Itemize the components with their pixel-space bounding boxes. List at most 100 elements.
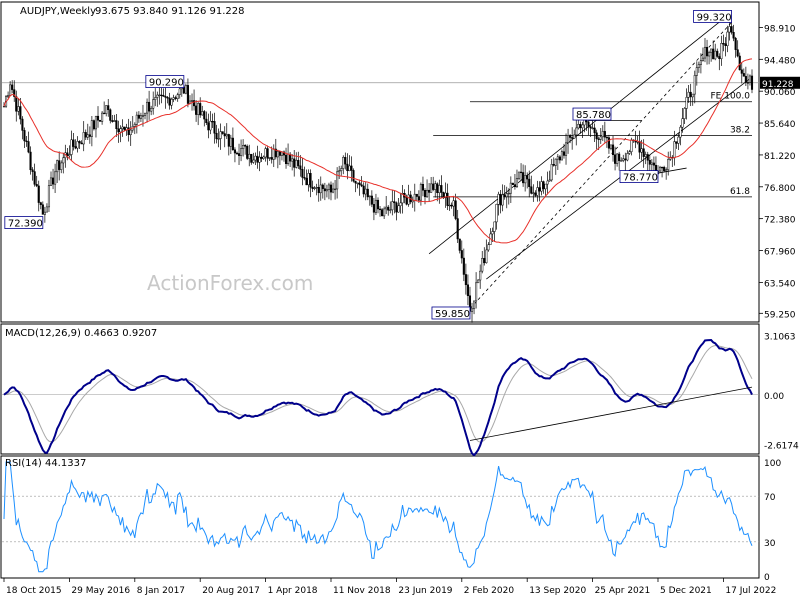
candle-body [268,157,271,159]
price-tick-label: 59.250 [764,310,796,320]
candle-body [507,192,510,195]
candle-body [681,118,684,128]
candle-body [231,137,234,151]
candle-body [86,134,89,138]
candle-body [221,131,224,134]
candle-body [689,91,692,98]
candle-body [381,209,384,217]
price-annotation-label: 85.780 [576,110,611,121]
candle-body [395,202,398,213]
candle-body [452,200,455,207]
candle-body [511,182,514,186]
candle-body [284,154,288,165]
candle-body [297,159,300,167]
candle-body [716,50,719,57]
candle-body [174,97,177,99]
candle-body [391,201,394,211]
candle-body [227,134,230,147]
candle-body [470,308,474,312]
candle-body [354,180,357,184]
candle-body [609,144,613,149]
candle-body [430,183,433,193]
candle-body [331,188,335,193]
candle-body [121,126,124,129]
candle-body [164,96,167,98]
candle-body [542,181,545,190]
candle-body [258,156,261,163]
candle-body [703,46,707,59]
candle-body [43,211,46,215]
x-tick-label: 2 Feb 2020 [464,586,515,596]
candle-body [732,32,735,39]
macd-header: MACD(12,26,9) 0.4663 0.9207 [5,328,157,339]
candle-body [374,199,378,213]
candle-body [440,185,443,193]
candle-body [652,162,655,166]
candle-body [434,183,437,190]
candle-body [303,177,306,179]
macd-tick-label: 3.1063 [764,333,796,343]
candle-body [389,209,392,211]
candle-body [464,274,467,286]
candle-body [56,160,59,173]
candle-body [460,250,463,259]
candle-body [462,257,465,275]
candle-body [736,49,739,57]
candle-body [340,168,343,172]
candle-body [62,157,65,164]
candle-body [215,132,218,140]
candle-body [317,187,320,194]
candle-body [742,73,745,77]
candle-body [305,177,308,186]
candle-body [299,165,302,170]
candle-body [31,169,34,172]
candle-body [466,284,469,297]
candle-body [166,97,169,99]
candle-body [648,160,651,165]
candle-body [350,165,353,171]
macd-panel [0,323,760,455]
candle-body [667,159,670,170]
x-tick-label: 13 Sep 2020 [529,586,586,596]
candle-body [473,300,476,310]
candle-body [356,182,359,184]
candle-body [607,137,610,149]
candle-body [640,148,643,153]
candle-body [254,155,257,161]
candle-body [47,185,51,208]
candle-body [677,136,680,144]
candle-body [740,69,743,74]
x-tick-label: 8 Jan 2017 [137,586,185,596]
candle-body [141,115,145,117]
candle-body [428,189,431,193]
last-price-tag-label: 91.228 [762,80,794,90]
fib-level-label: 38.2 [730,126,750,136]
candle-body [644,154,647,157]
candle-body [575,127,578,136]
candle-body [211,120,214,123]
candle-body [693,75,696,95]
price-annotation-label: 59.850 [435,309,470,320]
candle-body [199,103,202,116]
candle-body [235,152,239,155]
x-tick-label: 29 May 2016 [71,586,130,596]
candle-body [321,184,324,189]
candle-body [315,187,318,189]
candle-body [544,183,547,190]
candle-body [397,205,400,213]
rsi-line [3,461,753,573]
candle-body [244,145,247,147]
candle-body [661,166,664,169]
candle-body [425,189,429,198]
channel-mid-line [469,22,732,309]
candle-body [444,192,447,199]
candle-body [571,137,574,139]
candle-body [456,218,459,240]
candle-body [342,157,345,169]
watermark: ActionForex.com [147,271,313,295]
candle-body [21,118,24,131]
fib-level-label: 61.8 [730,187,750,197]
candle-body [74,146,77,149]
